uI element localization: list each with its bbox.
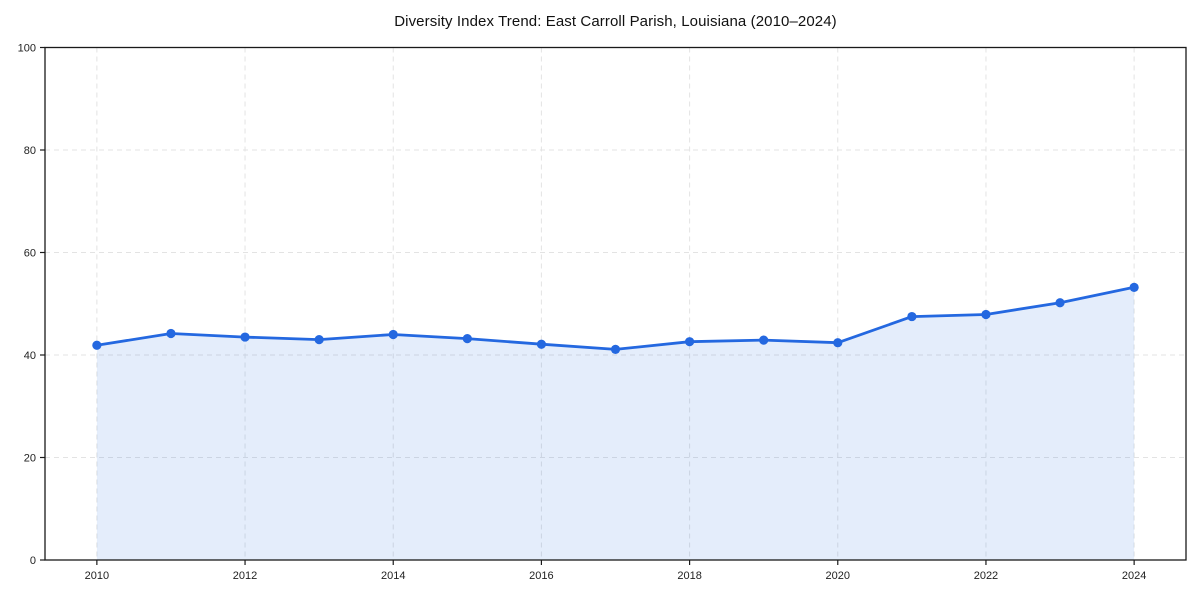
x-axis-tick-label: 2024 [1122,570,1146,582]
data-point [536,339,547,349]
data-point [1055,298,1065,308]
data-point [684,337,695,347]
x-axis-tick-label: 2020 [826,570,850,582]
y-axis-tick-label: 80 [24,145,36,157]
data-point [759,335,769,345]
data-point [610,344,621,354]
x-axis-tick-label: 2022 [974,570,998,582]
x-axis-tick-label: 2012 [233,570,257,582]
y-axis-tick-label: 60 [24,247,36,259]
data-point [92,340,102,350]
y-axis-tick-label: 0 [30,555,36,567]
x-axis-tick-label: 2010 [85,570,109,582]
y-axis-tick-label: 20 [24,452,36,464]
data-point [166,328,176,339]
x-axis-tick-label: 2014 [381,570,405,582]
x-axis-tick-label: 2016 [529,570,553,582]
data-point [314,335,324,345]
x-axis-tick-label: 2018 [677,570,701,582]
data-point [240,332,250,342]
chart-title: Diversity Index Trend: East Carroll Pari… [394,13,837,30]
data-point [833,338,843,348]
area-fill [96,287,1135,560]
y-axis-tick-label: 100 [18,42,36,54]
data-point [462,334,472,344]
y-axis-tick-label: 40 [24,350,36,362]
data-point [907,311,917,322]
data-point [981,309,991,320]
data-point [1129,282,1139,292]
plot-border [44,46,1187,561]
data-point [388,329,398,340]
